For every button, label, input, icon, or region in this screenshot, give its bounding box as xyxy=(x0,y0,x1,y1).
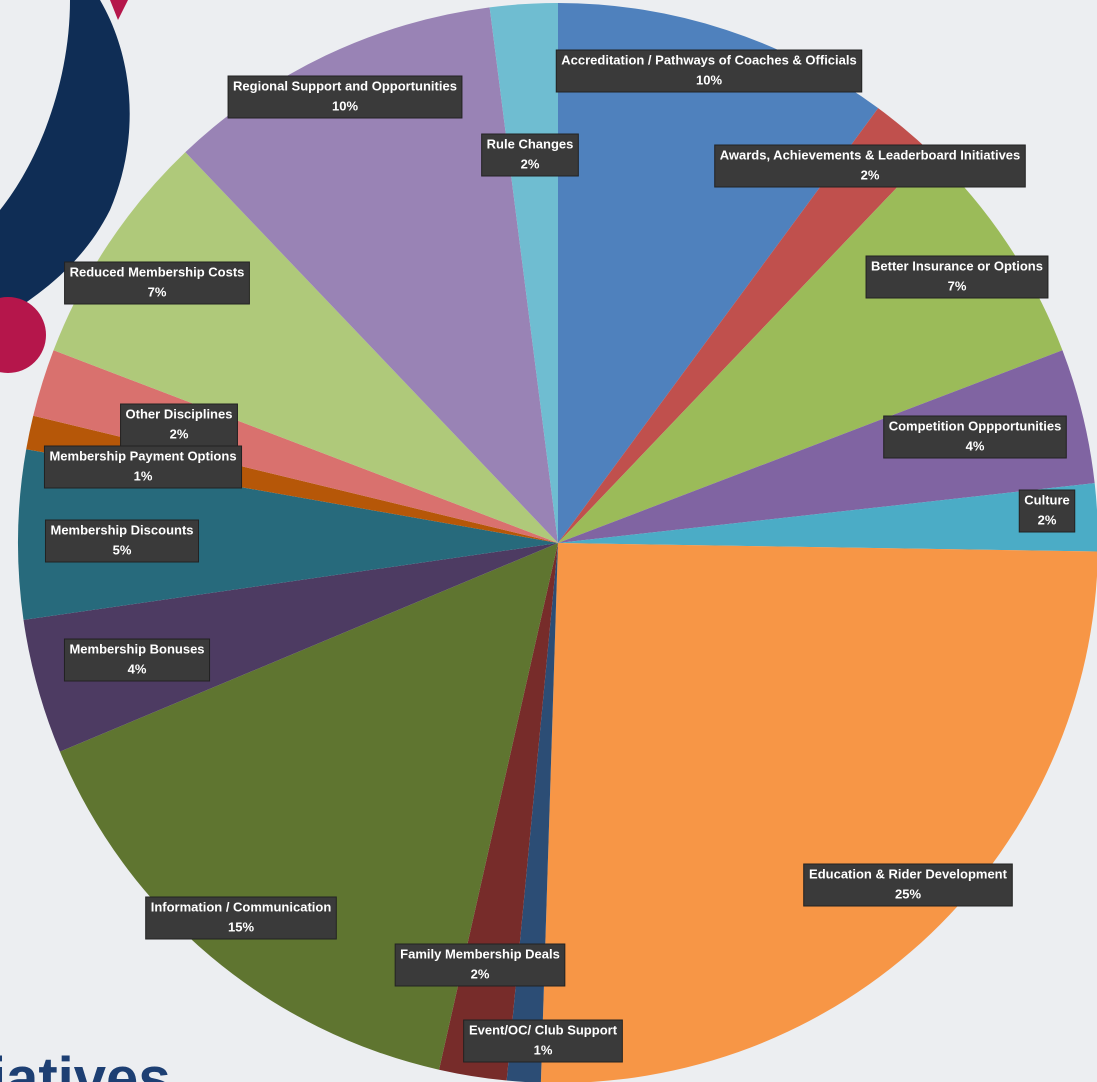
label-value: 5% xyxy=(113,542,132,557)
pie-slice xyxy=(185,7,558,543)
data-label: Information / Communication 15% xyxy=(145,896,337,940)
pie-slice xyxy=(558,483,1097,552)
data-label: Awards, Achievements & Leaderboard Initi… xyxy=(714,144,1026,188)
data-label: Culture 2% xyxy=(1018,489,1076,533)
label-name: Rule Changes xyxy=(487,136,574,151)
label-box xyxy=(714,144,1026,188)
data-label: Membership Payment Options 1% xyxy=(43,445,243,489)
data-label: Membership Discounts 5% xyxy=(44,519,200,563)
data-label: Rule Changes 2% xyxy=(481,133,579,177)
label-box xyxy=(44,519,200,563)
label-box xyxy=(865,255,1049,299)
pie-slice xyxy=(558,350,1095,543)
label-name: Awards, Achievements & Leaderboard Initi… xyxy=(720,147,1021,162)
label-box xyxy=(64,261,250,305)
label-name: Information / Communication xyxy=(151,899,332,914)
data-label: Family Membership Deals 2% xyxy=(394,943,566,987)
pie-slice xyxy=(53,152,559,543)
data-label: Education & Rider Development 25% xyxy=(803,863,1013,907)
logo-shape xyxy=(0,0,130,320)
label-name: Better Insurance or Options xyxy=(871,258,1043,273)
label-box xyxy=(1018,489,1076,533)
logo-dot xyxy=(0,297,46,373)
logo-accent xyxy=(110,0,128,20)
label-value: 4% xyxy=(128,661,147,676)
label-value: 2% xyxy=(861,167,880,182)
label-box xyxy=(63,638,211,682)
label-box xyxy=(120,403,238,447)
label-name: Accreditation / Pathways of Coaches & Of… xyxy=(561,52,856,67)
label-name: Membership Bonuses xyxy=(69,641,204,656)
label-value: 2% xyxy=(521,156,540,171)
label-name: Competition Oppportunities xyxy=(889,418,1062,433)
label-name: Family Membership Deals xyxy=(400,946,560,961)
data-label: Regional Support and Opportunities 10% xyxy=(227,75,463,119)
label-box xyxy=(883,415,1067,459)
label-value: 10% xyxy=(696,72,722,87)
label-value: 2% xyxy=(471,966,490,981)
data-label: Competition Oppportunities 4% xyxy=(883,415,1067,459)
label-box xyxy=(463,1019,623,1063)
label-box xyxy=(145,896,337,940)
pie-slice xyxy=(17,449,558,620)
pie-slice xyxy=(23,543,559,752)
data-labels: Accreditation / Pathways of Coaches & Of… xyxy=(43,49,1076,1063)
label-box xyxy=(394,943,566,987)
label-name: Regional Support and Opportunities xyxy=(233,78,457,93)
label-name: Membership Payment Options xyxy=(49,448,236,463)
label-box xyxy=(227,75,463,119)
label-box xyxy=(43,445,243,489)
label-value: 2% xyxy=(170,426,189,441)
data-label: Other Disciplines 2% xyxy=(120,403,238,447)
data-label: Event/OC/ Club Support 1% xyxy=(463,1019,623,1063)
data-label: Reduced Membership Costs 7% xyxy=(64,261,250,305)
label-name: Reduced Membership Costs xyxy=(70,264,245,279)
label-name: Event/OC/ Club Support xyxy=(469,1022,618,1037)
label-box xyxy=(481,133,579,177)
data-label: Better Insurance or Options 7% xyxy=(865,255,1049,299)
label-value: 2% xyxy=(1038,512,1057,527)
label-name: Membership Discounts xyxy=(50,522,193,537)
label-box xyxy=(803,863,1013,907)
pie-slice xyxy=(33,350,559,543)
pie-slice xyxy=(558,108,931,544)
label-value: 4% xyxy=(966,438,985,453)
pie-slice xyxy=(540,543,1097,1082)
label-value: 15% xyxy=(228,919,254,934)
label-value: 25% xyxy=(895,886,921,901)
label-value: 1% xyxy=(134,468,153,483)
label-name: Other Disciplines xyxy=(126,406,233,421)
label-value: 1% xyxy=(534,1042,553,1057)
label-box xyxy=(555,49,863,93)
pie-slice xyxy=(558,152,1063,543)
pie-slice xyxy=(59,543,558,1070)
label-value: 7% xyxy=(948,278,967,293)
label-name: Culture xyxy=(1024,492,1070,507)
label-name: Education & Rider Development xyxy=(809,866,1008,881)
data-label: Membership Bonuses 4% xyxy=(63,638,211,682)
data-label: Accreditation / Pathways of Coaches & Of… xyxy=(555,49,863,93)
pie-slice xyxy=(558,3,879,543)
label-value: 10% xyxy=(332,98,358,113)
chart-title: iatives xyxy=(0,1046,171,1082)
pie xyxy=(17,3,1097,1082)
label-value: 7% xyxy=(148,284,167,299)
